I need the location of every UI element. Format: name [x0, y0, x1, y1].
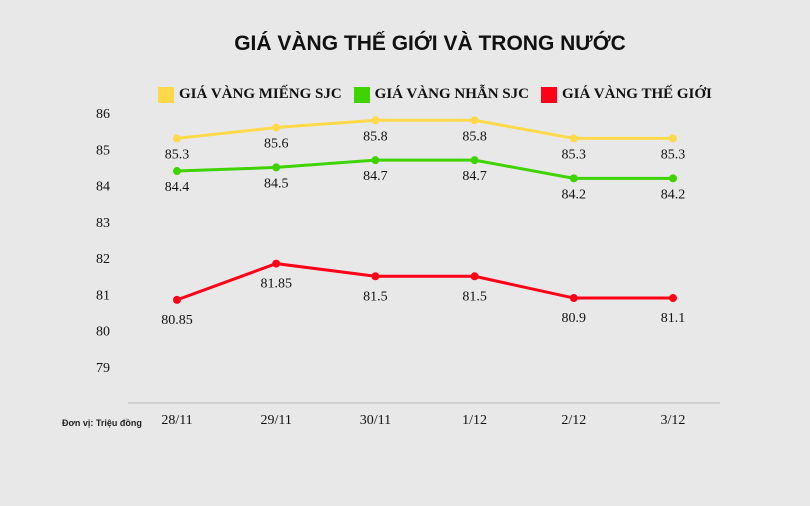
- data-point: [371, 156, 380, 165]
- data-label: 84.7: [363, 169, 388, 184]
- data-label: 81.1: [661, 311, 686, 326]
- data-label: 85.3: [165, 147, 190, 162]
- x-tick-label: 30/11: [360, 413, 391, 428]
- data-point: [173, 167, 181, 176]
- legend-item: GIÁ VÀNG THẾ GIỚI: [540, 86, 712, 103]
- legend: GIÁ VÀNG MIẾNG SJC GIÁ VÀNG NHẪN SJC GIÁ…: [158, 86, 712, 103]
- legend-swatch: [158, 86, 174, 103]
- data-label: 85.3: [562, 147, 587, 162]
- data-point: [272, 123, 281, 132]
- data-label: 84.2: [661, 187, 686, 202]
- y-tick-label: 86: [96, 107, 110, 122]
- legend-label: GIÁ VÀNG MIẾNG SJC: [179, 86, 342, 102]
- data-label: 84.2: [562, 187, 587, 202]
- data-label: 84.4: [165, 180, 190, 195]
- data-point: [173, 134, 181, 143]
- data-point: [371, 272, 380, 281]
- y-tick-label: 83: [96, 216, 110, 231]
- y-tick-label: 85: [96, 143, 110, 158]
- y-tick-label: 84: [96, 180, 110, 195]
- series-line: [176, 118, 673, 140]
- data-label: 85.8: [363, 129, 388, 144]
- x-tick-label: 3/12: [661, 413, 686, 428]
- legend-label: GIÁ VÀNG NHẪN SJC: [374, 86, 529, 102]
- data-label: 81.85: [260, 277, 292, 292]
- data-label: 81.5: [363, 289, 388, 304]
- data-point: [272, 259, 281, 268]
- data-point: [669, 134, 677, 143]
- data-point: [669, 294, 677, 303]
- data-label: 84.5: [264, 176, 289, 191]
- series-line: [176, 158, 673, 180]
- data-label: 80.9: [562, 311, 587, 326]
- legend-item: GIÁ VÀNG MIẾNG SJC: [158, 86, 342, 103]
- data-label: 80.85: [161, 313, 193, 328]
- data-point: [470, 272, 479, 281]
- data-label: 81.5: [462, 289, 487, 304]
- x-tick-label: 29/11: [261, 413, 292, 428]
- data-label: 85.8: [462, 129, 487, 144]
- legend-swatch: [353, 86, 370, 103]
- data-point: [470, 156, 479, 165]
- y-tick-label: 82: [96, 252, 110, 267]
- data-label: 85.3: [661, 147, 686, 162]
- legend-swatch: [540, 86, 557, 103]
- x-tick-label: 28/11: [161, 413, 192, 428]
- data-point: [669, 174, 677, 183]
- data-point: [569, 294, 578, 303]
- data-point: [569, 174, 578, 183]
- data-point: [569, 134, 578, 143]
- legend-label: GIÁ VÀNG THẾ GIỚI: [561, 86, 712, 102]
- data-label: 85.6: [264, 137, 289, 152]
- y-tick-label: 79: [96, 361, 110, 376]
- legend-item: GIÁ VÀNG NHẪN SJC: [353, 86, 529, 103]
- unit-label: Đơn vị: Triệu đồng: [62, 418, 142, 428]
- y-tick-label: 81: [96, 288, 110, 303]
- chart-title: GIÁ VÀNG THẾ GIỚI VÀ TRONG NƯỚC: [234, 32, 626, 55]
- data-point: [173, 295, 181, 304]
- data-label: 84.7: [462, 169, 487, 184]
- data-point: [470, 116, 479, 125]
- y-tick-label: 80: [96, 325, 110, 340]
- x-tick-label: 1/12: [462, 413, 487, 428]
- series-line: [176, 262, 673, 302]
- data-point: [272, 163, 281, 172]
- x-tick-label: 2/12: [561, 413, 586, 428]
- data-point: [371, 116, 380, 125]
